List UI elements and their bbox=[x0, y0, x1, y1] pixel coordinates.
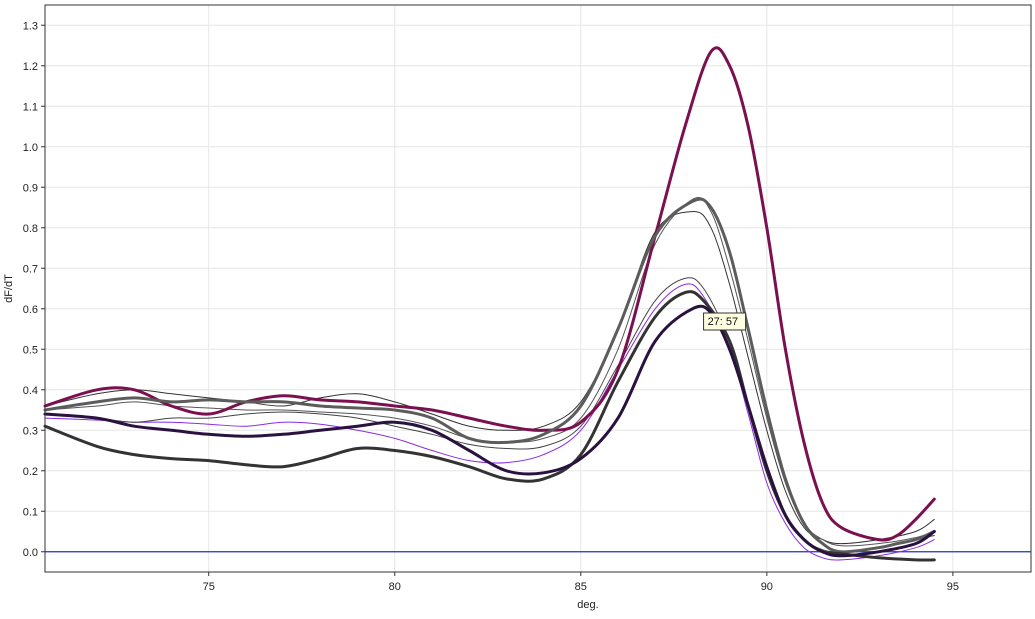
x-tick-label: 75 bbox=[203, 581, 215, 593]
x-tick-label: 90 bbox=[761, 581, 773, 593]
y-tick-label: 0.8 bbox=[23, 223, 38, 235]
x-axis-title: deg. bbox=[577, 599, 598, 611]
series-line-5 bbox=[44, 211, 935, 545]
x-axis-ticks: 75 80 85 90 95 bbox=[203, 572, 959, 593]
y-axis-title: dF/dT bbox=[3, 274, 15, 303]
tooltip: 27: 57 bbox=[703, 312, 747, 331]
y-tick-label: 0.4 bbox=[23, 385, 38, 397]
y-tick-label: 0.5 bbox=[23, 344, 38, 356]
y-tick-label: 0.3 bbox=[23, 425, 38, 437]
y-tick-label: 0.6 bbox=[23, 304, 38, 316]
y-tick-label: 0.2 bbox=[23, 466, 38, 478]
plot-area-frame bbox=[44, 4, 1032, 573]
x-tick-label: 85 bbox=[575, 581, 587, 593]
y-tick-label: 0.7 bbox=[23, 263, 38, 275]
y-tick-label: 1.3 bbox=[23, 20, 38, 32]
tooltip-text: 27: 57 bbox=[708, 316, 739, 328]
y-axis-ticks: 0.0 0.1 0.2 0.3 0.4 0.5 0.6 0.7 0.8 0.9 1.0 1.1 1.2 1… bbox=[23, 20, 45, 559]
y-tick-label: 1.2 bbox=[23, 61, 38, 73]
series-line-2 bbox=[43, 197, 936, 554]
y-tick-label: 0.9 bbox=[23, 182, 38, 194]
x-tick-label: 80 bbox=[389, 581, 401, 593]
y-tick-label: 0.1 bbox=[23, 506, 38, 518]
series-layer bbox=[43, 46, 936, 562]
tooltip-box bbox=[703, 312, 747, 331]
y-tick-label: 1.1 bbox=[23, 101, 38, 113]
grid bbox=[45, 5, 1031, 572]
series-line-6 bbox=[44, 283, 935, 561]
y-tick-label: 1.0 bbox=[23, 142, 38, 154]
x-tick-label: 95 bbox=[947, 581, 959, 593]
series-line-4 bbox=[43, 304, 936, 558]
series-line-1 bbox=[43, 46, 936, 542]
series-line-8 bbox=[44, 196, 935, 547]
y-tick-label: 0.0 bbox=[23, 547, 38, 559]
